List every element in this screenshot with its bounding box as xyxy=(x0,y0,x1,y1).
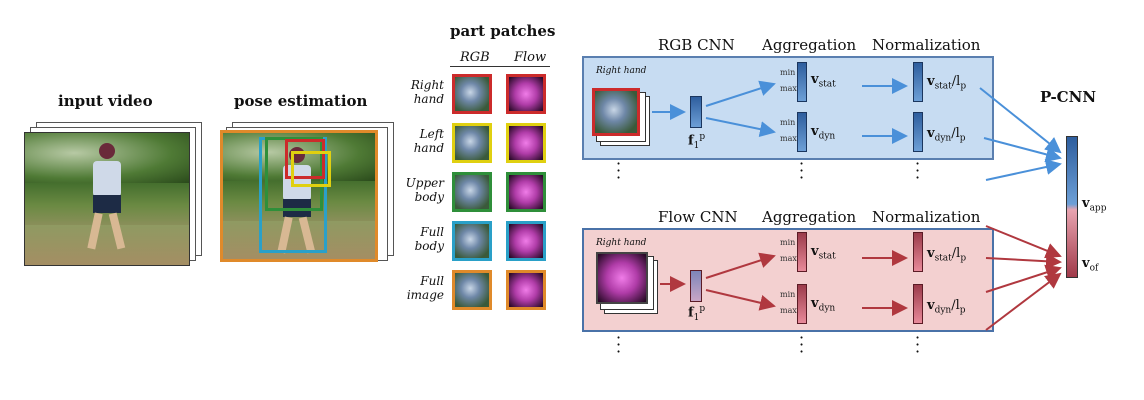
flow-arrow-bottom-to-pcnn xyxy=(985,272,1062,331)
flow-continuation-dots-2: · · · xyxy=(799,328,805,361)
rgb-norm-stat-label: vstat/lp xyxy=(927,74,967,92)
rgb-part-patch xyxy=(452,74,492,114)
flow-arrow-norm-stat-to-pcnn xyxy=(985,253,1062,270)
part-label: Right hand xyxy=(400,78,444,106)
rgb-part-patch xyxy=(452,172,492,212)
pose-estimation-label: pose estimation xyxy=(234,92,368,110)
flow-dyn-max: max xyxy=(780,306,797,315)
batter-figure xyxy=(87,143,127,253)
part-label-line2: body xyxy=(414,190,444,204)
part-label-line1: Full xyxy=(420,274,444,288)
flow-arrow-more-to-pcnn xyxy=(985,225,1062,259)
rgb-arrow-feature-to-dyn xyxy=(705,117,776,138)
rgb-dyn-label: vdyn xyxy=(811,124,836,142)
part-patches-label: part patches xyxy=(450,22,556,40)
flow-arrow-norm-dyn-to-pcnn xyxy=(985,264,1062,293)
part-label: Left hand xyxy=(400,127,444,155)
flow-norm-dyn-vector xyxy=(913,284,923,324)
rgb-aggregation-title: Aggregation xyxy=(762,36,857,54)
rgb-stat-vector xyxy=(797,62,807,102)
flow-aggregation-title: Aggregation xyxy=(762,208,857,226)
flow-cnn-title: Flow CNN xyxy=(658,208,738,226)
part-label-line1: Upper xyxy=(405,176,444,190)
flow-dyn-vector xyxy=(797,284,807,324)
flow-part-patch xyxy=(506,270,546,310)
flow-stat-min: min xyxy=(780,238,796,247)
rgb-arrow-more-to-pcnn xyxy=(985,159,1062,181)
input-video-frame xyxy=(24,132,190,266)
flow-stat-vector xyxy=(797,232,807,272)
rgb-norm-dyn-label: vdyn/lp xyxy=(927,126,966,144)
flow-arrow-feature-to-stat xyxy=(705,252,776,279)
flow-normalization-title: Normalization xyxy=(872,208,981,226)
pose-estimation-frame xyxy=(220,130,378,262)
part-label: Full image xyxy=(400,274,444,302)
flow-dyn-label: vdyn xyxy=(811,296,836,314)
input-video-label: input video xyxy=(58,92,153,110)
flow-stat-max: max xyxy=(780,254,797,263)
flow-continuation-dots-1: · · · xyxy=(616,328,622,361)
rgb-dyn-vector xyxy=(797,112,807,152)
flow-fc-feature-vector xyxy=(690,270,702,302)
flow-part-patch xyxy=(506,221,546,261)
rgb-panel xyxy=(582,56,994,160)
rgb-stat-max: max xyxy=(780,84,797,93)
flow-dyn-min: min xyxy=(780,290,796,299)
rgb-dyn-min: min xyxy=(780,118,796,127)
part-label: Upper body xyxy=(400,176,444,204)
rgb-continuation-dots-3: · · · xyxy=(915,154,921,187)
part-label-line1: Full xyxy=(420,225,444,239)
rgb-norm-dyn-vector xyxy=(913,112,923,152)
flow-norm-stat-vector xyxy=(913,232,923,272)
part-label-line2: body xyxy=(414,239,444,253)
rgb-part-patch xyxy=(452,270,492,310)
rgb-arrow-norm-dyn-to-pcnn xyxy=(983,137,1062,163)
rgb-patch-label: Right hand xyxy=(596,66,647,76)
part-label-line2: hand xyxy=(413,92,444,106)
rgb-arrow-norm-stat-to-pcnn xyxy=(979,87,1062,154)
rgb-normalization-title: Normalization xyxy=(872,36,981,54)
part-label-line1: Right xyxy=(410,78,444,92)
flow-norm-stat-label: vstat/lp xyxy=(927,246,967,264)
rgb-part-patch xyxy=(452,221,492,261)
rgb-column-label: RGB xyxy=(460,50,490,65)
flow-continuation-dots-3: · · · xyxy=(915,328,921,361)
rgb-input-patch xyxy=(592,88,640,136)
part-label-line2: image xyxy=(406,288,444,302)
rgb-arrow-feature-to-stat xyxy=(705,80,776,107)
pcnn-output-vector xyxy=(1066,136,1078,278)
flow-part-patch xyxy=(506,172,546,212)
part-label-line2: hand xyxy=(413,141,444,155)
flow-panel xyxy=(582,228,994,332)
pcnn-label: P-CNN xyxy=(1040,88,1097,106)
flow-part-patch xyxy=(506,123,546,163)
flow-patch-label: Right hand xyxy=(596,238,647,248)
rgb-stat-min: min xyxy=(780,68,796,77)
rgb-continuation-dots-1: · · · xyxy=(616,154,622,187)
flow-arrow-feature-to-dyn xyxy=(705,289,776,311)
flow-input-patch xyxy=(596,252,648,304)
flow-feature-label: f1p xyxy=(688,304,706,323)
rgb-feature-label: f1p xyxy=(688,132,706,151)
part-label-line1: Left xyxy=(419,127,444,141)
v-app-label: vapp xyxy=(1082,196,1107,214)
v-of-label: vof xyxy=(1082,256,1099,274)
flow-norm-dyn-label: vdyn/lp xyxy=(927,298,966,316)
rgb-stat-label: vstat xyxy=(811,72,836,90)
left-hand-box xyxy=(291,151,331,187)
rgb-cnn-title: RGB CNN xyxy=(658,36,735,54)
rgb-dyn-max: max xyxy=(780,134,797,143)
rgb-norm-stat-vector xyxy=(913,62,923,102)
rgb-continuation-dots-2: · · · xyxy=(799,154,805,187)
part-label: Full body xyxy=(400,225,444,253)
right-hand-box xyxy=(285,139,325,179)
flow-part-patch xyxy=(506,74,546,114)
flow-stat-label: vstat xyxy=(811,244,836,262)
upper-body-box xyxy=(265,137,323,211)
rgb-part-patch xyxy=(452,123,492,163)
rgb-fc-feature-vector xyxy=(690,96,702,128)
flow-column-label: Flow xyxy=(514,50,547,65)
